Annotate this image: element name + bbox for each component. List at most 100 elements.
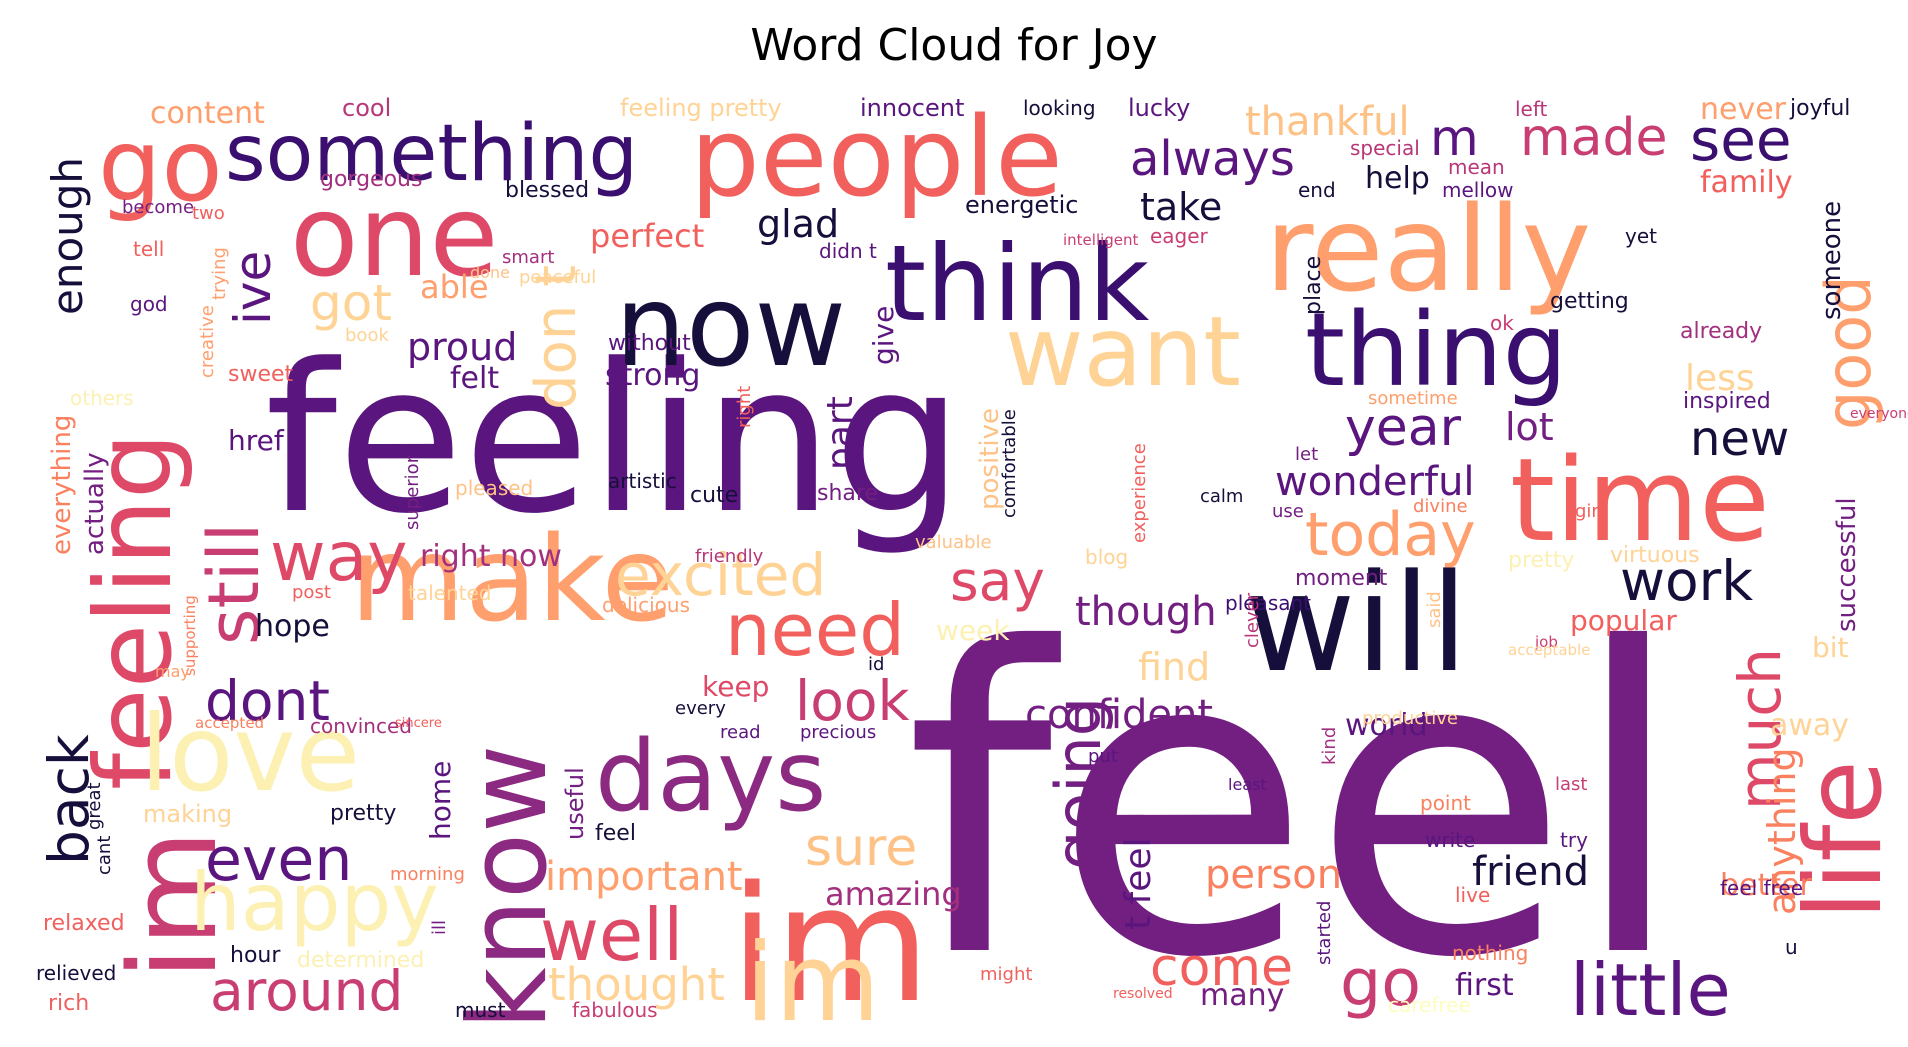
- word-thing: thing: [1305, 291, 1567, 410]
- word-need: need: [725, 588, 905, 672]
- word-try: try: [1560, 828, 1588, 852]
- word-let: let: [1295, 444, 1318, 465]
- word-pretty: pretty: [1508, 548, 1574, 573]
- word-everyone: everyone: [1850, 406, 1908, 422]
- word-new: new: [1690, 411, 1789, 467]
- word-back: back: [37, 734, 101, 865]
- word-precious: precious: [800, 722, 876, 743]
- word-proud: proud: [407, 325, 517, 369]
- word-gorgeous: gorgeous: [320, 167, 422, 192]
- word-moment: moment: [1295, 566, 1388, 591]
- word-might: might: [980, 964, 1032, 985]
- word-m: m: [1430, 109, 1479, 167]
- word-made: made: [1520, 108, 1668, 168]
- word-started: started: [1314, 901, 1335, 965]
- word-sure: sure: [805, 818, 917, 878]
- word-feeling: feeling: [73, 432, 195, 790]
- word-first: first: [1455, 968, 1514, 1003]
- word-kind: kind: [1319, 727, 1340, 765]
- word-know: know: [446, 745, 571, 1030]
- word-artistic: artistic: [608, 469, 677, 493]
- word-put: put: [1088, 746, 1118, 767]
- word-felt: felt: [450, 361, 499, 396]
- word-tell: tell: [133, 237, 164, 261]
- word-feeling: feeling: [265, 321, 963, 559]
- word-cant: cant: [94, 836, 115, 875]
- word-much: much: [1726, 648, 1794, 810]
- word-t-feel: t feel: [1118, 837, 1159, 930]
- word-without: without: [608, 331, 691, 356]
- word-read: read: [720, 722, 761, 743]
- word-days: days: [595, 720, 826, 834]
- word-use: use: [1272, 501, 1304, 522]
- word-nothing: nothing: [1452, 941, 1528, 965]
- word-cute: cute: [690, 483, 738, 508]
- word-ive: ive: [224, 251, 282, 325]
- word-feel: feel: [595, 821, 636, 846]
- word-now: now: [615, 262, 846, 392]
- word-excited: excited: [615, 541, 826, 609]
- word-come: come: [1150, 938, 1293, 998]
- word-accepted: accepted: [195, 714, 264, 732]
- word-yet: yet: [1625, 224, 1657, 248]
- word-one: one: [290, 172, 498, 302]
- word-live: live: [1455, 883, 1490, 907]
- word-everything: everything: [47, 415, 77, 555]
- word-virtuous: virtuous: [1610, 543, 1700, 568]
- word-confident: confident: [1025, 692, 1213, 738]
- word-popular: popular: [1570, 604, 1677, 637]
- word-getting: getting: [1550, 289, 1629, 314]
- word-dont: dont: [205, 669, 330, 733]
- word-may: may: [155, 662, 190, 681]
- word-u: u: [1785, 935, 1798, 959]
- word-fabulous: fabulous: [572, 998, 658, 1022]
- word-really: really: [1265, 180, 1591, 318]
- word-away: away: [1770, 708, 1849, 743]
- word-im: im: [105, 830, 244, 980]
- word-sometime: sometime: [1368, 388, 1458, 409]
- word-want: want: [1005, 296, 1241, 408]
- word-trying: trying: [209, 247, 230, 300]
- word-friendly: friendly: [695, 546, 764, 567]
- word-year: year: [1345, 398, 1462, 458]
- word-href: href: [228, 424, 285, 457]
- word-bit: bit: [1812, 631, 1849, 664]
- word-find: find: [1138, 645, 1210, 689]
- word-hour: hour: [230, 943, 281, 968]
- word-mean: mean: [1448, 155, 1505, 179]
- word-share: share: [817, 481, 878, 506]
- word-feeling-pretty: feeling pretty: [620, 94, 782, 122]
- word-energetic: energetic: [965, 191, 1078, 219]
- word-go: go: [1340, 946, 1421, 1021]
- word-calm: calm: [1200, 486, 1243, 507]
- word-even: even: [205, 825, 352, 895]
- word-productive: productive: [1362, 708, 1458, 729]
- word-acceptable: acceptable: [1508, 641, 1590, 659]
- word-work: work: [1620, 549, 1753, 613]
- word-make: make: [350, 510, 674, 648]
- word-last: last: [1555, 774, 1587, 795]
- word-wonderful: wonderful: [1275, 459, 1475, 505]
- word-lot: lot: [1505, 405, 1554, 449]
- word-every: every: [675, 698, 726, 719]
- word-go: go: [98, 107, 223, 224]
- word-take: take: [1140, 185, 1222, 229]
- word-morning: morning: [390, 864, 465, 885]
- word-pretty: pretty: [330, 801, 396, 826]
- word-strong: strong: [605, 358, 700, 393]
- word-job: job: [1534, 633, 1558, 651]
- word-two: two: [192, 203, 225, 224]
- word-right: right: [734, 386, 755, 428]
- word-convinced: convinced: [310, 714, 412, 738]
- word-peaceful: peaceful: [519, 267, 596, 288]
- word-pleased: pleased: [455, 476, 533, 500]
- word-id: id: [868, 654, 884, 675]
- word-better: better: [1720, 868, 1812, 903]
- word-im: im: [730, 851, 930, 1038]
- word-rich: rich: [48, 991, 89, 1016]
- word-girl: girl: [1575, 501, 1604, 522]
- word-said: said: [1424, 591, 1445, 628]
- word-resolved: resolved: [1113, 986, 1173, 1002]
- word-carefree: carefree: [1388, 993, 1471, 1017]
- word-think: think: [885, 223, 1149, 345]
